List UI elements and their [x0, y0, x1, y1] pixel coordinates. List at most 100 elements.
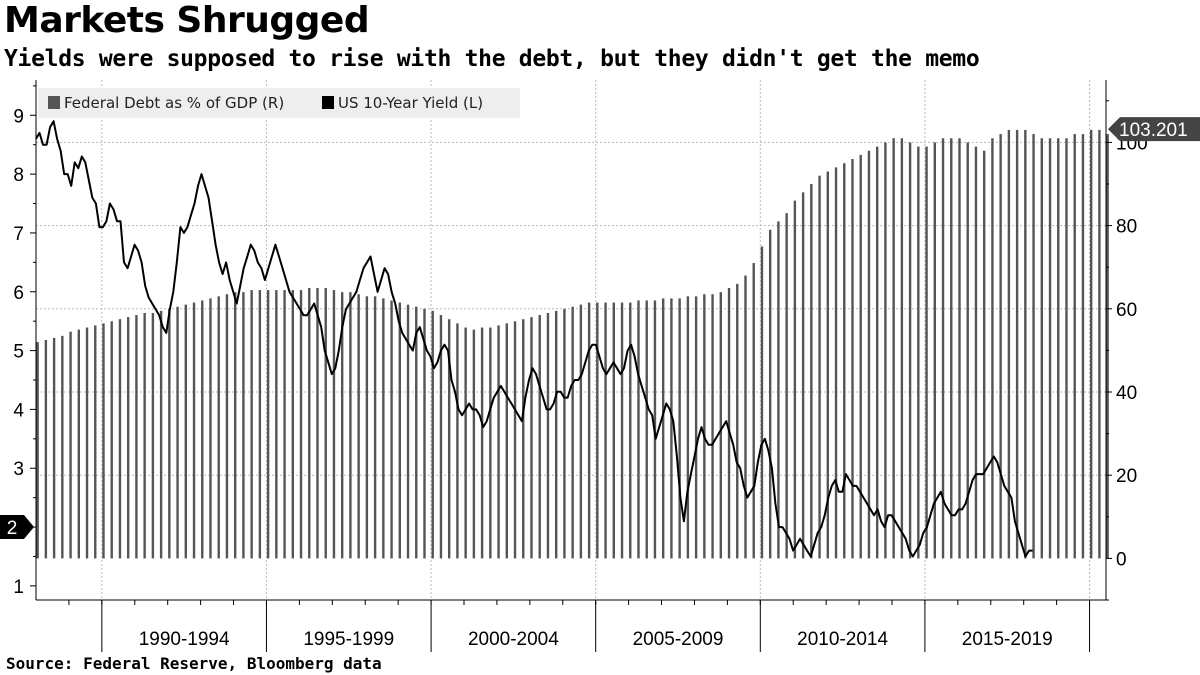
- debt-bar: [744, 275, 747, 559]
- debt-bar: [266, 290, 270, 559]
- debt-bar: [464, 327, 467, 559]
- debt-bar: [398, 302, 401, 559]
- right-last-value-tag: [1108, 117, 1200, 142]
- debt-bar: [382, 298, 385, 559]
- debt-bar: [480, 327, 484, 559]
- debt-bar: [77, 329, 80, 559]
- debt-bar: [217, 296, 220, 559]
- debt-bar: [1073, 134, 1076, 559]
- debt-bar: [184, 304, 187, 559]
- debt-bar: [69, 331, 72, 559]
- left-tick-label: 7: [13, 224, 24, 245]
- left-tick-label: 4: [13, 400, 24, 421]
- debt-bar: [908, 142, 912, 559]
- debt-bar: [456, 323, 459, 559]
- yield-line-path: [35, 120, 1033, 558]
- debt-bar: [768, 229, 772, 559]
- x-tick-label: 1995-1999: [303, 629, 394, 650]
- debt-bar: [283, 290, 286, 559]
- debt-bar: [843, 163, 846, 559]
- debt-bar: [135, 315, 138, 559]
- debt-bar: [875, 146, 879, 559]
- debt-bar: [785, 213, 788, 559]
- gridlines: [36, 80, 1106, 600]
- debt-bar: [250, 290, 253, 559]
- debt-bar: [736, 283, 739, 559]
- debt-bar: [225, 294, 229, 559]
- legend-label-debt: Federal Debt as % of GDP (R): [64, 94, 284, 112]
- debt-bar: [489, 327, 492, 559]
- debt-bar: [941, 138, 945, 559]
- x-tick-label: 2010-2014: [797, 629, 888, 650]
- debt-bar: [415, 306, 418, 559]
- debt-bar: [1057, 138, 1060, 559]
- debt-bar: [629, 302, 632, 559]
- left-tick-label: 9: [13, 106, 24, 127]
- debt-bar: [159, 310, 163, 559]
- debt-bar: [513, 321, 517, 559]
- debt-bar: [1007, 129, 1011, 559]
- debt-bar: [620, 302, 624, 559]
- debt-bar: [1081, 134, 1085, 559]
- debt-bar: [1106, 134, 1109, 559]
- debt-bar: [102, 323, 105, 559]
- debt-bar: [991, 138, 994, 559]
- debt-bar: [118, 319, 122, 559]
- debt-bar: [867, 150, 871, 559]
- debt-bar: [1015, 129, 1019, 559]
- debt-bars: [36, 129, 1109, 559]
- debt-bar: [316, 288, 319, 559]
- debt-bar: [604, 302, 607, 559]
- debt-bar: [1024, 129, 1027, 559]
- debt-bar: [85, 327, 89, 559]
- debt-bar: [892, 138, 895, 559]
- debt-bar: [332, 290, 336, 559]
- source-note: Source: Federal Reserve, Bloomberg data: [6, 654, 382, 673]
- axes: 1234567890204060801001990-19941995-19992…: [13, 80, 1148, 652]
- last-value-tags: 103.201 2: [0, 117, 1200, 540]
- debt-bar: [406, 304, 410, 559]
- left-last-value-tag: [0, 515, 34, 540]
- debt-bar: [974, 146, 978, 559]
- debt-bar: [1032, 134, 1035, 559]
- legend-swatch-yield: [322, 96, 334, 109]
- debt-bar: [546, 312, 550, 559]
- debt-bar: [530, 317, 533, 559]
- debt-bar: [752, 263, 755, 559]
- debt-bar: [694, 296, 698, 559]
- debt-bar: [1065, 138, 1068, 559]
- debt-bar: [678, 298, 681, 559]
- debt-bar: [596, 302, 599, 559]
- debt-bar: [538, 315, 541, 559]
- debt-bar: [44, 340, 48, 559]
- right-tick-label: 20: [1116, 466, 1137, 487]
- debt-bar: [308, 288, 311, 559]
- debt-bar: [110, 321, 113, 559]
- right-tick-label: 60: [1116, 300, 1137, 321]
- debt-bar: [324, 288, 327, 559]
- debt-bar: [793, 200, 797, 559]
- legend: Federal Debt as % of GDP (R) US 10-Year Y…: [38, 88, 520, 118]
- debt-bar: [727, 288, 731, 559]
- debt-bar: [1040, 138, 1043, 559]
- legend-swatch-debt: [48, 96, 60, 109]
- debt-bar: [925, 146, 928, 559]
- debt-bar: [176, 306, 179, 559]
- debt-bar: [258, 290, 262, 559]
- debt-bar: [958, 138, 961, 559]
- debt-bar: [818, 175, 821, 559]
- x-tick-label: 2005-2009: [633, 629, 724, 650]
- debt-bar: [777, 221, 780, 559]
- debt-bar: [275, 290, 278, 559]
- debt-bar: [637, 300, 640, 559]
- debt-bar: [686, 296, 690, 559]
- debt-bar: [950, 138, 953, 559]
- left-tick-label: 6: [13, 283, 24, 304]
- debt-bar: [810, 184, 813, 559]
- debt-bar: [497, 325, 500, 559]
- debt-bar: [209, 298, 212, 559]
- debt-bar: [390, 300, 393, 559]
- debt-bar: [645, 300, 648, 559]
- debt-bar: [670, 298, 673, 559]
- debt-bar: [423, 308, 426, 559]
